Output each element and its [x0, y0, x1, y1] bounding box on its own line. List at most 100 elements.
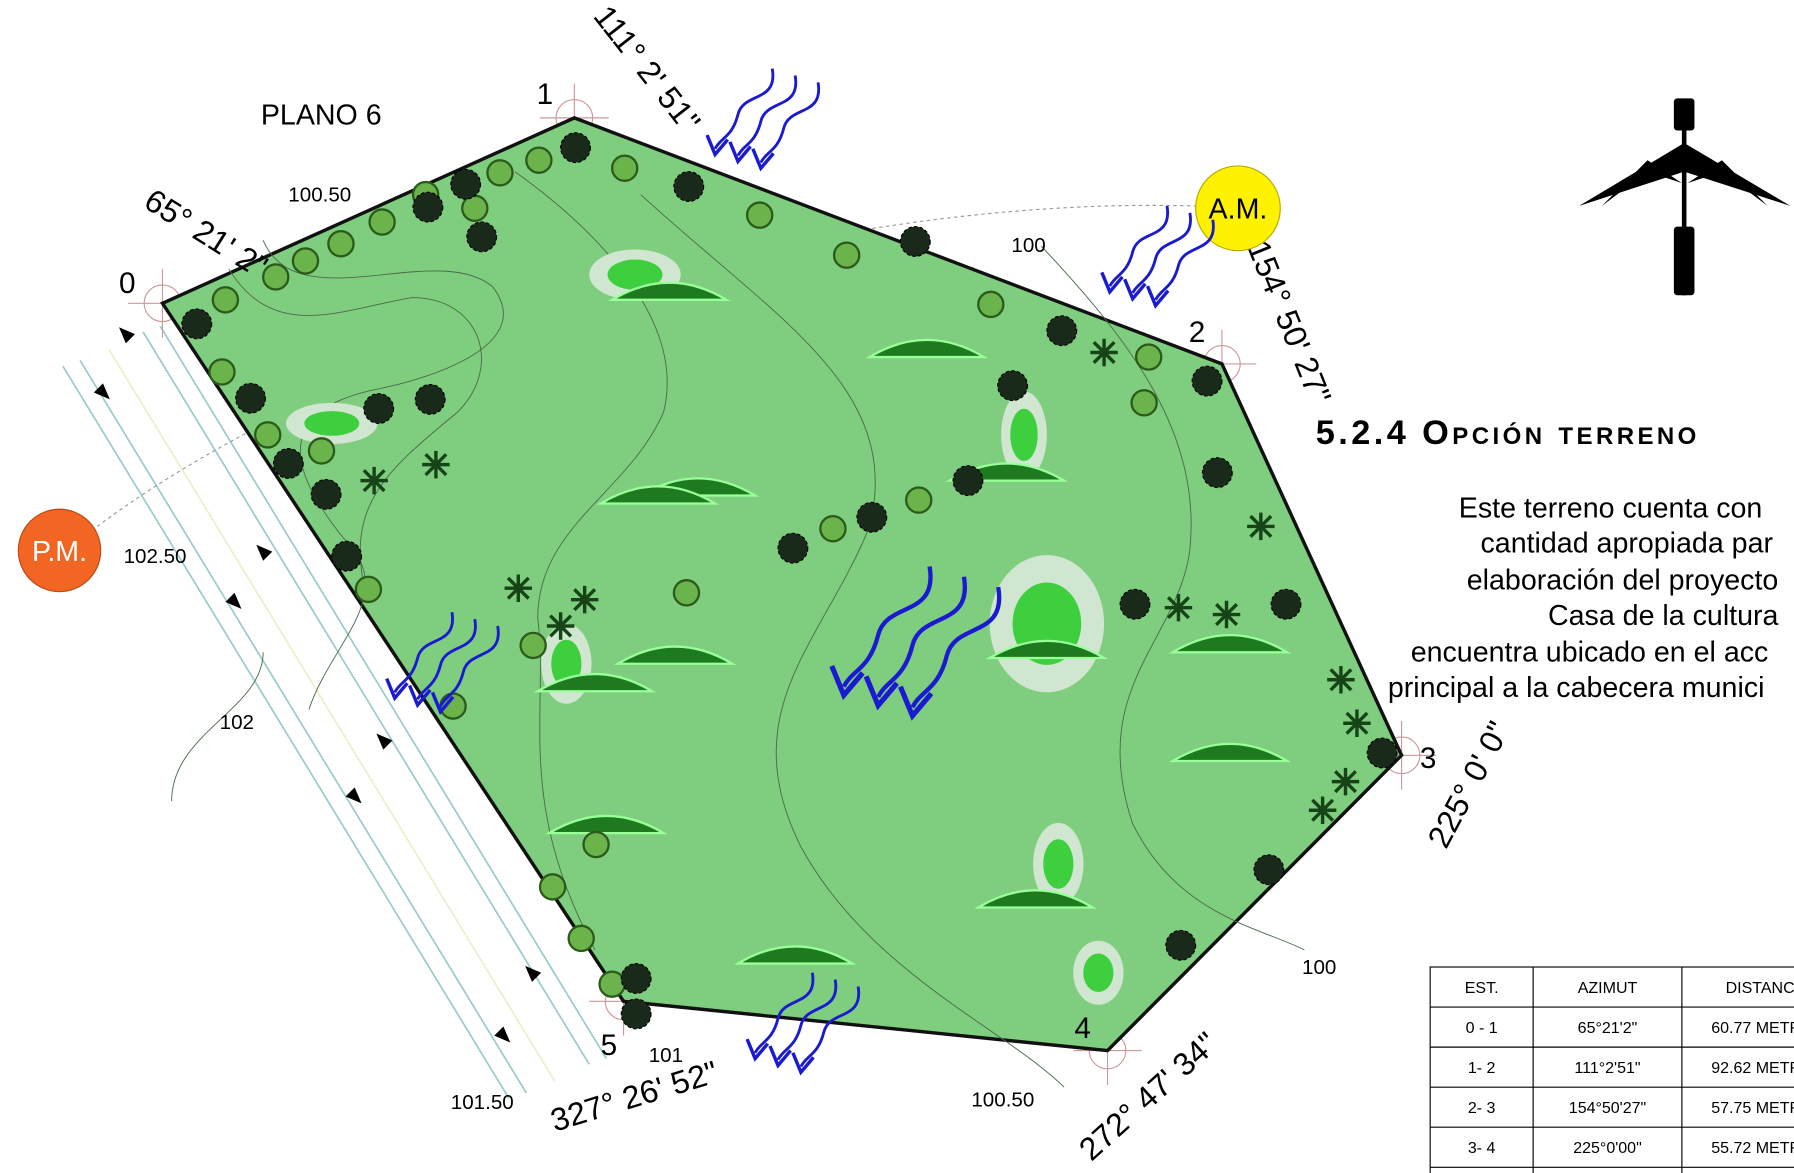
- wind-arrow: [736, 75, 798, 157]
- angle-label: 225° 0' 0": [1420, 715, 1516, 853]
- table-cell: 60.77 METROS: [1711, 1020, 1794, 1037]
- wind-arrow: [1108, 205, 1170, 287]
- wind-arrow: [776, 979, 838, 1061]
- palm: [570, 585, 599, 614]
- road-line: [107, 348, 556, 1082]
- plan-title: PLANO 6: [261, 100, 382, 132]
- north-arrow: [1673, 226, 1695, 296]
- vertex-label: 4: [1074, 1012, 1091, 1045]
- tree: [208, 358, 236, 386]
- tree: [307, 437, 336, 465]
- wind-arrow: [768, 1045, 792, 1069]
- palm: [546, 612, 575, 640]
- table-cell: 111°2'51": [1574, 1060, 1640, 1077]
- north-arrow: [1673, 98, 1695, 131]
- wind-arrow: [863, 675, 899, 711]
- mound: [607, 281, 731, 301]
- palm: [1327, 666, 1355, 694]
- tree: [673, 171, 705, 202]
- tree: [997, 370, 1029, 402]
- tree: [1270, 588, 1302, 620]
- tree: [620, 963, 652, 994]
- wind-arrow: [753, 972, 815, 1054]
- contour-line: [171, 652, 264, 802]
- vertex-label: 1: [537, 78, 554, 111]
- wind-arrow: [1145, 285, 1170, 309]
- tree: [1366, 737, 1398, 769]
- wind-arrow: [1154, 219, 1215, 301]
- palm: [1343, 709, 1371, 737]
- contour-label: 100.50: [971, 1089, 1034, 1112]
- road-arrow: [225, 592, 242, 609]
- contour-line: [1040, 245, 1305, 951]
- tree: [1253, 854, 1285, 886]
- table-cell: 2- 3: [1468, 1100, 1496, 1117]
- palm: [1308, 796, 1337, 824]
- tree: [486, 159, 514, 187]
- sun-pm: [17, 508, 102, 593]
- road-arrow: [494, 1026, 511, 1043]
- wind-arrow: [751, 148, 775, 172]
- palm: [360, 466, 388, 495]
- contour-label: 101: [649, 1044, 683, 1067]
- mound: [1168, 742, 1292, 763]
- tree: [777, 532, 809, 564]
- tree: [899, 226, 931, 257]
- contour-label: 101.50: [451, 1091, 514, 1114]
- tree: [567, 924, 595, 953]
- vertex-label: 0: [119, 267, 136, 300]
- north-arrow: [1601, 160, 1768, 206]
- tree: [211, 286, 240, 314]
- tree: [291, 247, 320, 275]
- tree: [310, 478, 342, 510]
- palm: [1212, 600, 1241, 629]
- sun-am-label: A.M.: [1209, 194, 1268, 226]
- table-cell: 92.62 METROS: [1711, 1060, 1794, 1077]
- table-cell: 55.72 METROS: [1711, 1140, 1794, 1157]
- tree: [905, 486, 933, 514]
- palm: [1164, 593, 1193, 622]
- north-arrow: [1578, 98, 1791, 296]
- tree: [253, 421, 282, 449]
- contour-label: 102.50: [124, 545, 187, 568]
- wind-arrow: [898, 685, 934, 721]
- tree: [1191, 365, 1223, 397]
- wind-arrow: [385, 677, 409, 702]
- tree: [1119, 588, 1151, 620]
- table-cell: 0 - 1: [1466, 1020, 1498, 1037]
- angle-label: 154° 50' 27": [1240, 235, 1338, 409]
- tree: [1046, 315, 1078, 347]
- wind-arrow: [791, 1052, 815, 1076]
- table-cell: 225°0'00": [1573, 1140, 1642, 1157]
- tree: [363, 393, 395, 424]
- wind-arrow: [745, 1038, 770, 1062]
- angle-label: 327° 26' 52": [546, 1054, 722, 1139]
- tree: [466, 221, 498, 253]
- pond: [1010, 408, 1038, 461]
- tree: [414, 383, 446, 415]
- contour-label: 102: [220, 711, 254, 734]
- tree: [672, 579, 701, 607]
- table-header: EST.: [1465, 980, 1499, 997]
- wind-arrow: [759, 82, 821, 164]
- tree: [368, 208, 396, 236]
- road-arrow: [525, 965, 542, 982]
- vertex-label: 5: [601, 1029, 618, 1062]
- wind-arrow: [841, 566, 933, 688]
- wind-arrow: [1131, 212, 1192, 294]
- wind-arrow: [713, 68, 775, 150]
- tree: [538, 873, 567, 901]
- wind-arrow: [408, 684, 432, 709]
- wind-arrow: [430, 691, 455, 716]
- pond: [1043, 839, 1074, 889]
- table-cell: 65°21'2": [1578, 1020, 1638, 1037]
- tree: [856, 501, 888, 533]
- palm: [1247, 512, 1275, 541]
- contour-label: 100: [1302, 956, 1336, 979]
- sun-path: [96, 204, 1196, 527]
- wind-arrow: [393, 612, 454, 694]
- vertex-label: 3: [1420, 742, 1437, 775]
- wind-arrow: [910, 586, 1002, 709]
- angle-label: 65° 21' 2": [138, 182, 273, 285]
